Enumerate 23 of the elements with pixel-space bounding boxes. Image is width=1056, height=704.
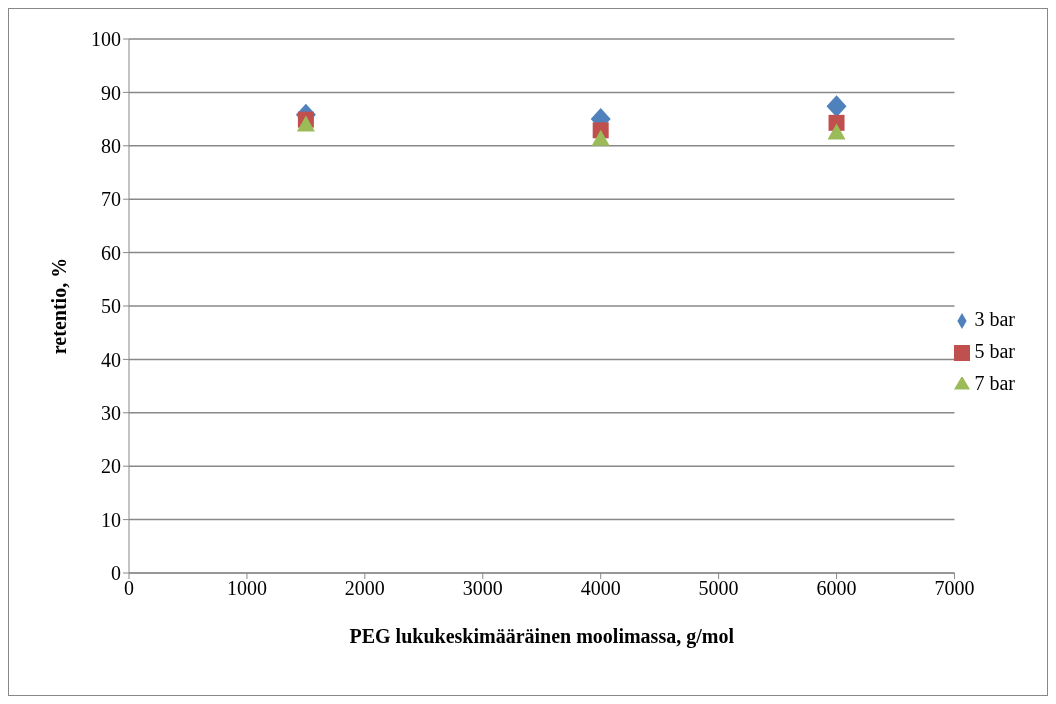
y-tick-label: 80 <box>101 134 121 157</box>
x-axis-title: PEG lukukeskimääräinen moolimassa, g/mol <box>349 625 735 648</box>
x-tick-label: 7000 <box>934 577 975 600</box>
y-axis-title: retentio, % <box>48 257 71 355</box>
y-tick-label: 0 <box>111 562 121 585</box>
y-tick-label: 10 <box>101 508 121 531</box>
y-tick-label: 60 <box>101 241 121 264</box>
y-tick-label: 40 <box>101 348 121 371</box>
legend-label: 7 bar <box>974 372 1015 394</box>
legend-label: 5 bar <box>974 340 1015 362</box>
y-tick-label: 20 <box>101 455 121 478</box>
x-tick-label: 3000 <box>462 577 503 600</box>
y-tick-label: 70 <box>101 188 121 211</box>
x-tick-label: 5000 <box>698 577 739 600</box>
y-tick-label: 100 <box>91 28 121 51</box>
x-tick-label: 6000 <box>816 577 857 600</box>
x-tick-label: 4000 <box>580 577 621 600</box>
x-tick-label: 1000 <box>226 577 267 600</box>
y-tick-label: 30 <box>101 401 121 424</box>
legend-label: 3 bar <box>974 308 1015 330</box>
y-tick-label: 90 <box>101 81 121 104</box>
y-tick-label: 50 <box>101 295 121 318</box>
x-tick-label: 2000 <box>344 577 385 600</box>
